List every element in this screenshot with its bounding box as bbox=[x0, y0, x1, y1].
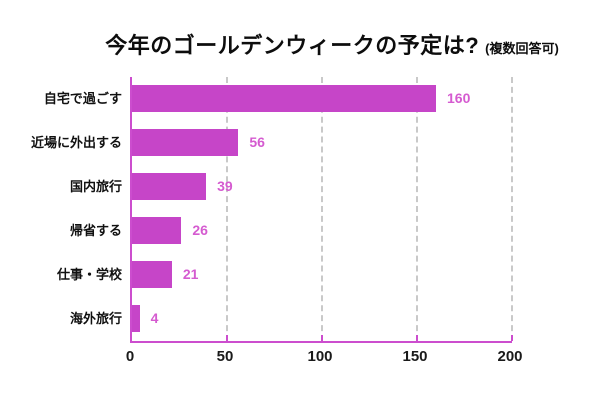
bar-value-label-0: 160 bbox=[447, 90, 471, 106]
bar-2 bbox=[132, 173, 207, 200]
axis-tick-x-150 bbox=[416, 335, 418, 341]
category-label-2: 国内旅行 bbox=[69, 179, 122, 194]
chart-title-row: 今年のゴールデンウィークの予定は? (複数回答可) bbox=[64, 28, 600, 60]
bar-value-label-1: 56 bbox=[249, 134, 265, 150]
category-label-5: 海外旅行 bbox=[69, 311, 122, 326]
axis-tick-x-50 bbox=[226, 335, 228, 341]
gridline-x-150 bbox=[416, 77, 418, 341]
x-tick-label-50: 50 bbox=[216, 348, 234, 365]
axis-tick-x-200 bbox=[511, 335, 513, 341]
bar-3 bbox=[132, 217, 182, 244]
category-label-1: 近場に外出する bbox=[30, 135, 122, 150]
category-label-3: 帰省する bbox=[69, 223, 122, 238]
plot-area: 160 56 39 26 21 4 bbox=[130, 77, 513, 343]
gridline-x-50 bbox=[226, 77, 228, 341]
bar-value-label-2: 39 bbox=[217, 178, 233, 194]
bar-4 bbox=[132, 261, 172, 288]
bar-0 bbox=[132, 85, 436, 112]
bar-1 bbox=[132, 129, 239, 156]
bar-5 bbox=[132, 305, 140, 332]
x-tick-label-0: 0 bbox=[125, 348, 135, 365]
chart-title: 今年のゴールデンウィークの予定は? bbox=[105, 33, 480, 58]
x-tick-label-100: 100 bbox=[307, 348, 333, 365]
category-label-0: 自宅で過ごす bbox=[43, 91, 122, 106]
bar-value-label-5: 4 bbox=[150, 310, 159, 326]
bar-value-label-3: 26 bbox=[192, 222, 208, 238]
gridline-x-200 bbox=[511, 77, 513, 341]
bar-value-label-4: 21 bbox=[182, 266, 199, 282]
chart-subtitle: (複数回答可) bbox=[485, 41, 559, 56]
gridline-x-100 bbox=[321, 77, 323, 341]
category-label-4: 仕事・学校 bbox=[56, 267, 122, 282]
axis-tick-x-100 bbox=[321, 335, 323, 341]
x-tick-label-200: 200 bbox=[497, 348, 523, 365]
x-tick-label-150: 150 bbox=[402, 348, 428, 365]
